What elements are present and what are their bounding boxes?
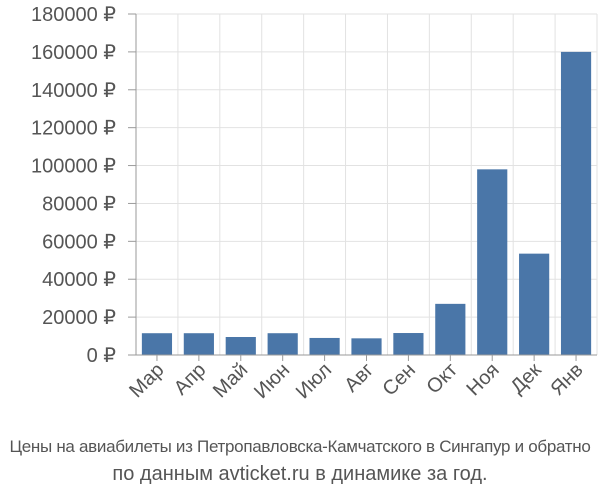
x-tick-label: Апр — [170, 359, 211, 400]
bar-9 — [477, 169, 508, 355]
bar-8 — [435, 303, 466, 355]
bar-2 — [183, 333, 214, 355]
bar-10 — [519, 253, 550, 355]
bar-3 — [225, 337, 256, 355]
x-tick-label: Янв — [546, 359, 587, 400]
chart-caption-line-2: по данным avticket.ru в динамике за год. — [112, 463, 488, 485]
y-tick-label: 0 ₽ — [87, 345, 117, 367]
x-tick-label: Дек — [506, 359, 545, 398]
x-tick-label: Ноя — [462, 359, 503, 400]
x-tick-label: Авг — [340, 359, 378, 397]
bar-1 — [141, 333, 173, 355]
bar-4 — [267, 333, 298, 355]
y-tick-label: 140000 ₽ — [31, 80, 116, 102]
bar-6 — [351, 338, 382, 355]
x-tick-label: Мар — [125, 359, 168, 402]
y-tick-label: 100000 ₽ — [31, 156, 116, 178]
x-tick-label: Июл — [292, 359, 336, 403]
x-tick-label: Сен — [378, 359, 419, 400]
x-tick-label: Май — [209, 359, 252, 402]
y-tick-label: 180000 ₽ — [31, 4, 116, 26]
bar-11 — [560, 51, 592, 356]
bar-chart: 0 ₽ 20000 ₽ 40000 ₽ 60000 ₽ 80000 ₽ 100000 ₽ 1… — [31, 4, 598, 403]
y-tick-label: 160000 ₽ — [31, 42, 116, 64]
bar-7 — [393, 333, 424, 355]
x-tick-label: Июн — [250, 359, 294, 403]
y-tick-label: 20000 ₽ — [42, 307, 116, 329]
y-tick-label: 80000 ₽ — [42, 193, 116, 215]
y-tick-label: 60000 ₽ — [42, 231, 116, 253]
y-tick-label: 40000 ₽ — [42, 269, 116, 291]
x-tick-label: Окт — [422, 359, 461, 398]
bar-5 — [309, 337, 340, 355]
y-tick-label: 120000 ₽ — [31, 118, 116, 140]
chart-caption-line-1: Цены на авиабилеты из Петропавловска-Кам… — [9, 437, 591, 456]
